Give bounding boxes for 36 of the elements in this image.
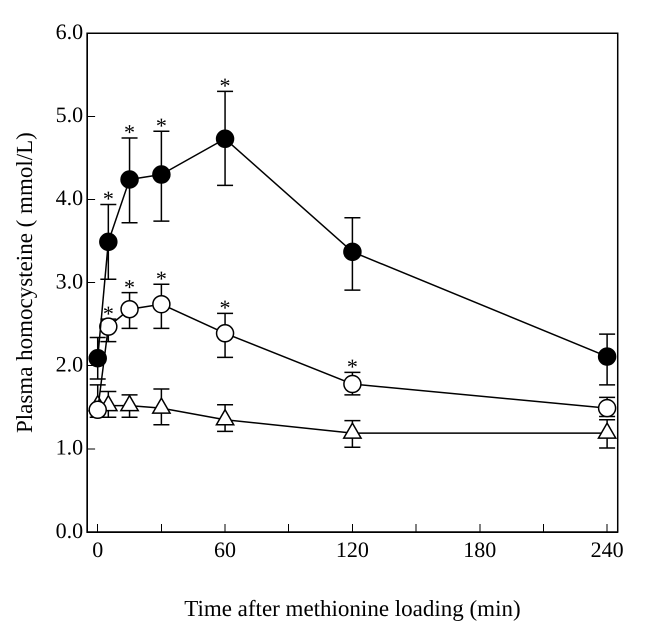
annotation: * [346,354,358,380]
point [598,347,616,366]
y-tick-label: 3.0 [56,268,84,294]
annotation: * [102,300,114,326]
point [88,400,107,420]
annotation: * [124,274,136,300]
point [152,165,171,184]
annotation: * [220,73,231,98]
x-tick-label: 60 [214,536,236,562]
point [99,232,118,252]
point [152,294,171,314]
x-tick-label: 0 [92,536,104,562]
y-tick-label: 5.0 [56,102,84,128]
point [120,300,139,318]
annotation: * [156,266,167,292]
point [343,242,362,262]
point [216,324,234,343]
y-tick-label: 2.0 [56,352,84,377]
x-tick-label: 240 [590,536,624,562]
point [216,130,234,148]
y-tick-label: 6.0 [56,18,84,44]
annotation: * [156,113,167,138]
x-tick-label: 180 [463,536,496,562]
point [120,170,139,189]
point [99,317,118,336]
y-tick-label: 4.0 [56,185,84,210]
annotation: * [220,295,231,320]
y-tick-label: 0.0 [56,518,84,543]
y-axis-title: Plasma homocysteine ( mmol/L) [12,132,37,434]
x-axis-title: Time after methionine loading (min) [184,596,521,622]
point [88,349,107,368]
point [343,374,362,394]
annotation: * [124,120,136,145]
y-tick-label: 1.0 [56,434,84,460]
x-tick-label: 120 [336,536,369,562]
annotation: * [102,186,114,212]
